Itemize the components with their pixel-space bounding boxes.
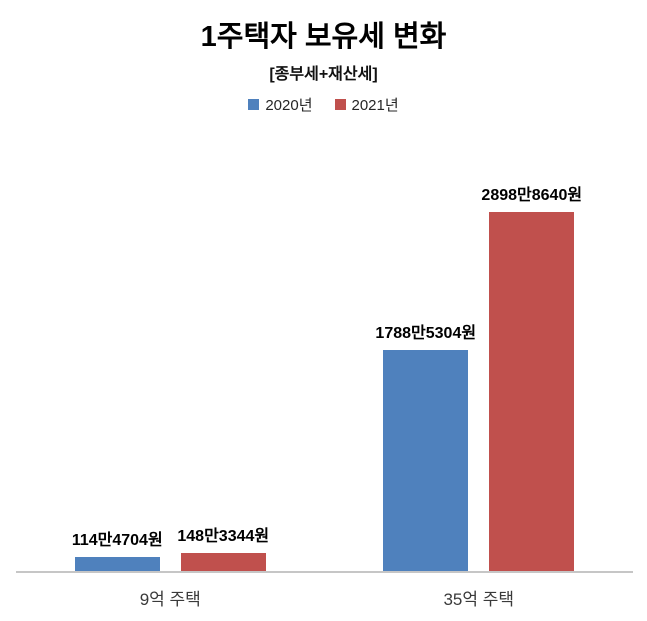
- chart-title: 1주택자 보유세 변화: [200, 21, 447, 53]
- bar-2021-9억: 148만3344원: [177, 528, 269, 571]
- legend-swatch-2021-icon: [334, 99, 346, 110]
- bar-2021-35억: 2898만8640원: [481, 187, 582, 571]
- category-label-9억: 9억 주택: [139, 590, 201, 609]
- chart-subtitle: [종부세+재산세]: [269, 66, 378, 83]
- legend-label-2020: 2020년: [265, 97, 313, 114]
- legend-item-2021: 2021년: [334, 94, 399, 115]
- bar-2020-9억: 114만4704원: [72, 532, 163, 571]
- legend-label-2021: 2021년: [351, 97, 399, 114]
- data-label-2020-9억: 114만4704원: [71, 532, 163, 549]
- legend: 2020년 2021년: [0, 94, 647, 115]
- data-label-2021-35억: 2898만8640원: [481, 187, 583, 204]
- bar-group-35억: 1788만5304원 2898만8640원: [325, 138, 634, 571]
- x-axis-line: [16, 571, 633, 573]
- category-axis: 9억 주택 35억 주택: [16, 585, 633, 609]
- legend-swatch-2020-icon: [248, 99, 260, 110]
- data-label-2020-35억: 1788만5304원: [375, 325, 477, 342]
- data-label-2021-9억: 148만3344원: [177, 528, 270, 545]
- category-label-35억: 35억 주택: [443, 590, 515, 609]
- plot-area: 114만4704원 148만3344원 1788만5304원 2898만8640…: [16, 138, 633, 573]
- legend-item-2020: 2020년: [248, 94, 313, 115]
- bar-group-9억: 114만4704원 148만3344원: [16, 138, 325, 571]
- bar-2020-35억: 1788만5304원: [375, 325, 476, 571]
